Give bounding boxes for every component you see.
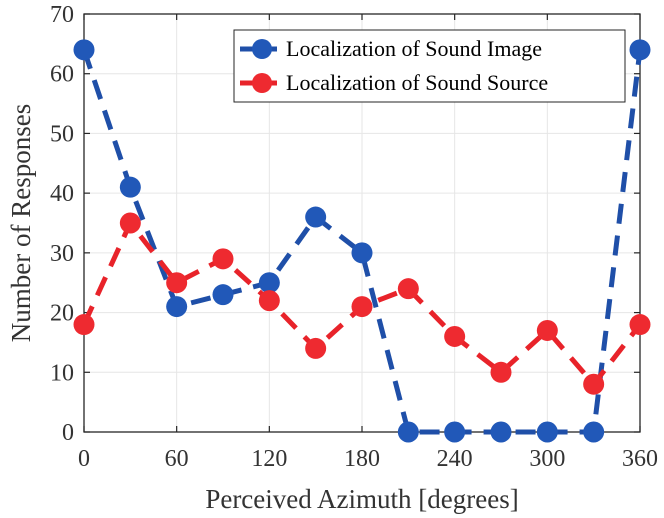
data-point	[397, 421, 419, 443]
data-point	[258, 290, 280, 312]
data-point	[490, 421, 512, 443]
y-tick-label: 10	[50, 360, 74, 386]
x-tick-label: 0	[78, 446, 90, 472]
data-point	[73, 314, 95, 336]
y-tick-label: 20	[50, 301, 74, 327]
x-tick-label: 120	[251, 446, 287, 472]
y-tick-label: 0	[62, 420, 74, 446]
data-point	[351, 296, 373, 318]
series-group	[73, 212, 651, 395]
data-point	[212, 248, 234, 270]
data-point	[397, 278, 419, 300]
legend: Localization of Sound Image Localization…	[233, 29, 626, 103]
data-point	[166, 296, 188, 318]
data-point	[444, 325, 466, 347]
data-point	[536, 319, 558, 341]
series	[73, 39, 651, 443]
data-point	[258, 272, 280, 294]
legend-label: Localization of Sound Source	[286, 70, 548, 95]
data-point	[119, 176, 141, 198]
data-point	[351, 242, 373, 264]
x-tick-label: 360	[622, 446, 658, 472]
x-tick-label: 60	[165, 446, 189, 472]
y-tick-label: 30	[50, 241, 74, 267]
x-axis-label: Perceived Azimuth [degrees]	[205, 484, 518, 514]
legend-item: Localization of Sound Image	[240, 36, 542, 61]
data-point	[305, 206, 327, 228]
y-axis-label: Number of Responses	[6, 104, 36, 342]
x-tick-label: 300	[529, 446, 565, 472]
data-point	[73, 39, 95, 61]
x-tick-label: 180	[344, 446, 380, 472]
data-point	[212, 284, 234, 306]
data-point	[536, 421, 558, 443]
y-tick-label: 70	[50, 2, 74, 28]
y-tick-label: 60	[50, 62, 74, 88]
data-point	[444, 421, 466, 443]
data-point	[166, 272, 188, 294]
x-tick-label: 240	[437, 446, 473, 472]
data-point	[583, 421, 605, 443]
data-point	[629, 39, 651, 61]
axis-ticks: 0 60 120 180 240 300 360 0 10 20 30 40 50 60 70	[50, 2, 658, 472]
data-point	[305, 337, 327, 359]
legend-label: Localization of Sound Image	[286, 36, 542, 61]
y-tick-label: 40	[50, 181, 74, 207]
legend-marker	[252, 73, 272, 93]
legend-box	[233, 29, 626, 103]
data-point	[629, 314, 651, 336]
legend-marker	[252, 39, 272, 59]
y-tick-label: 50	[50, 121, 74, 147]
legend-item: Localization of Sound Source	[240, 70, 548, 95]
series-group	[73, 39, 651, 443]
data-point	[583, 373, 605, 395]
data-point	[490, 361, 512, 383]
data-point	[119, 212, 141, 234]
